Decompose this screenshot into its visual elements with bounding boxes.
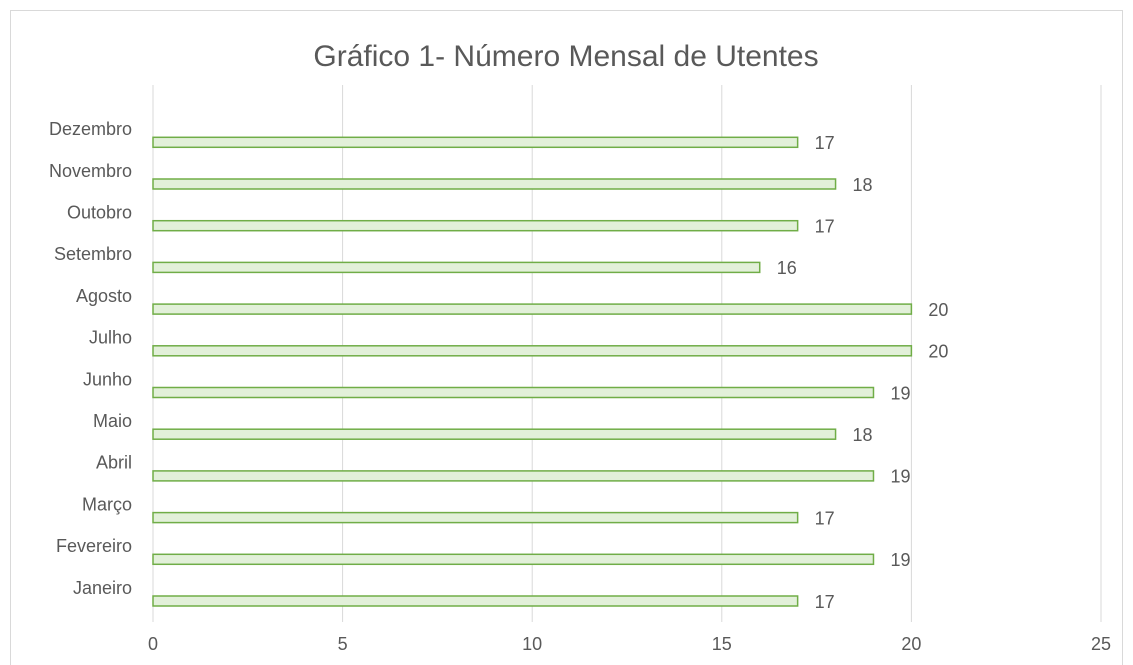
y-tick-label: Novembro: [49, 161, 132, 181]
y-tick-label: Dezembro: [49, 119, 132, 139]
y-tick-label: Maio: [93, 411, 132, 431]
bar: [152, 303, 913, 315]
data-label: 17: [815, 216, 835, 236]
y-tick-label: Julho: [89, 328, 132, 348]
y-tick-label: Janeiro: [73, 578, 132, 598]
bar: [152, 178, 837, 190]
y-tick-label: Outobro: [67, 202, 132, 222]
data-label: 19: [890, 550, 910, 570]
chart-title: Gráfico 1- Número Mensal de Utentes: [313, 40, 818, 73]
x-tick-label: 25: [1091, 634, 1111, 654]
x-tick-label: 10: [522, 634, 542, 654]
y-tick-label: Março: [82, 494, 132, 514]
y-tick-label: Fevereiro: [56, 536, 132, 556]
bar: [152, 553, 875, 566]
data-label: 17: [815, 133, 835, 153]
data-label: 18: [853, 425, 873, 445]
data-label: 20: [928, 300, 948, 320]
bar: [152, 428, 837, 440]
bar: [152, 511, 799, 524]
bar: [152, 386, 875, 399]
y-tick-label: Junho: [83, 369, 132, 389]
x-tick-label: 15: [712, 634, 732, 654]
bar: [152, 136, 799, 149]
bar: [152, 595, 799, 607]
bar: [152, 470, 875, 482]
y-tick-label: Agosto: [76, 286, 132, 306]
bar: [152, 345, 913, 357]
x-tick-label: 20: [901, 634, 921, 654]
bar: [152, 261, 761, 274]
data-label: 17: [815, 508, 835, 528]
x-tick-label: 5: [338, 634, 348, 654]
y-tick-label: Setembro: [54, 244, 132, 264]
y-tick-label: Abril: [96, 453, 132, 473]
data-label: 18: [853, 175, 873, 195]
data-label: 16: [777, 258, 797, 278]
data-label: 17: [815, 592, 835, 612]
data-label: 20: [928, 342, 948, 362]
data-label: 19: [890, 383, 910, 403]
x-tick-label: 0: [148, 634, 158, 654]
bar: [152, 219, 799, 232]
data-label: 19: [890, 467, 910, 487]
chart-frame: [10, 10, 1123, 665]
